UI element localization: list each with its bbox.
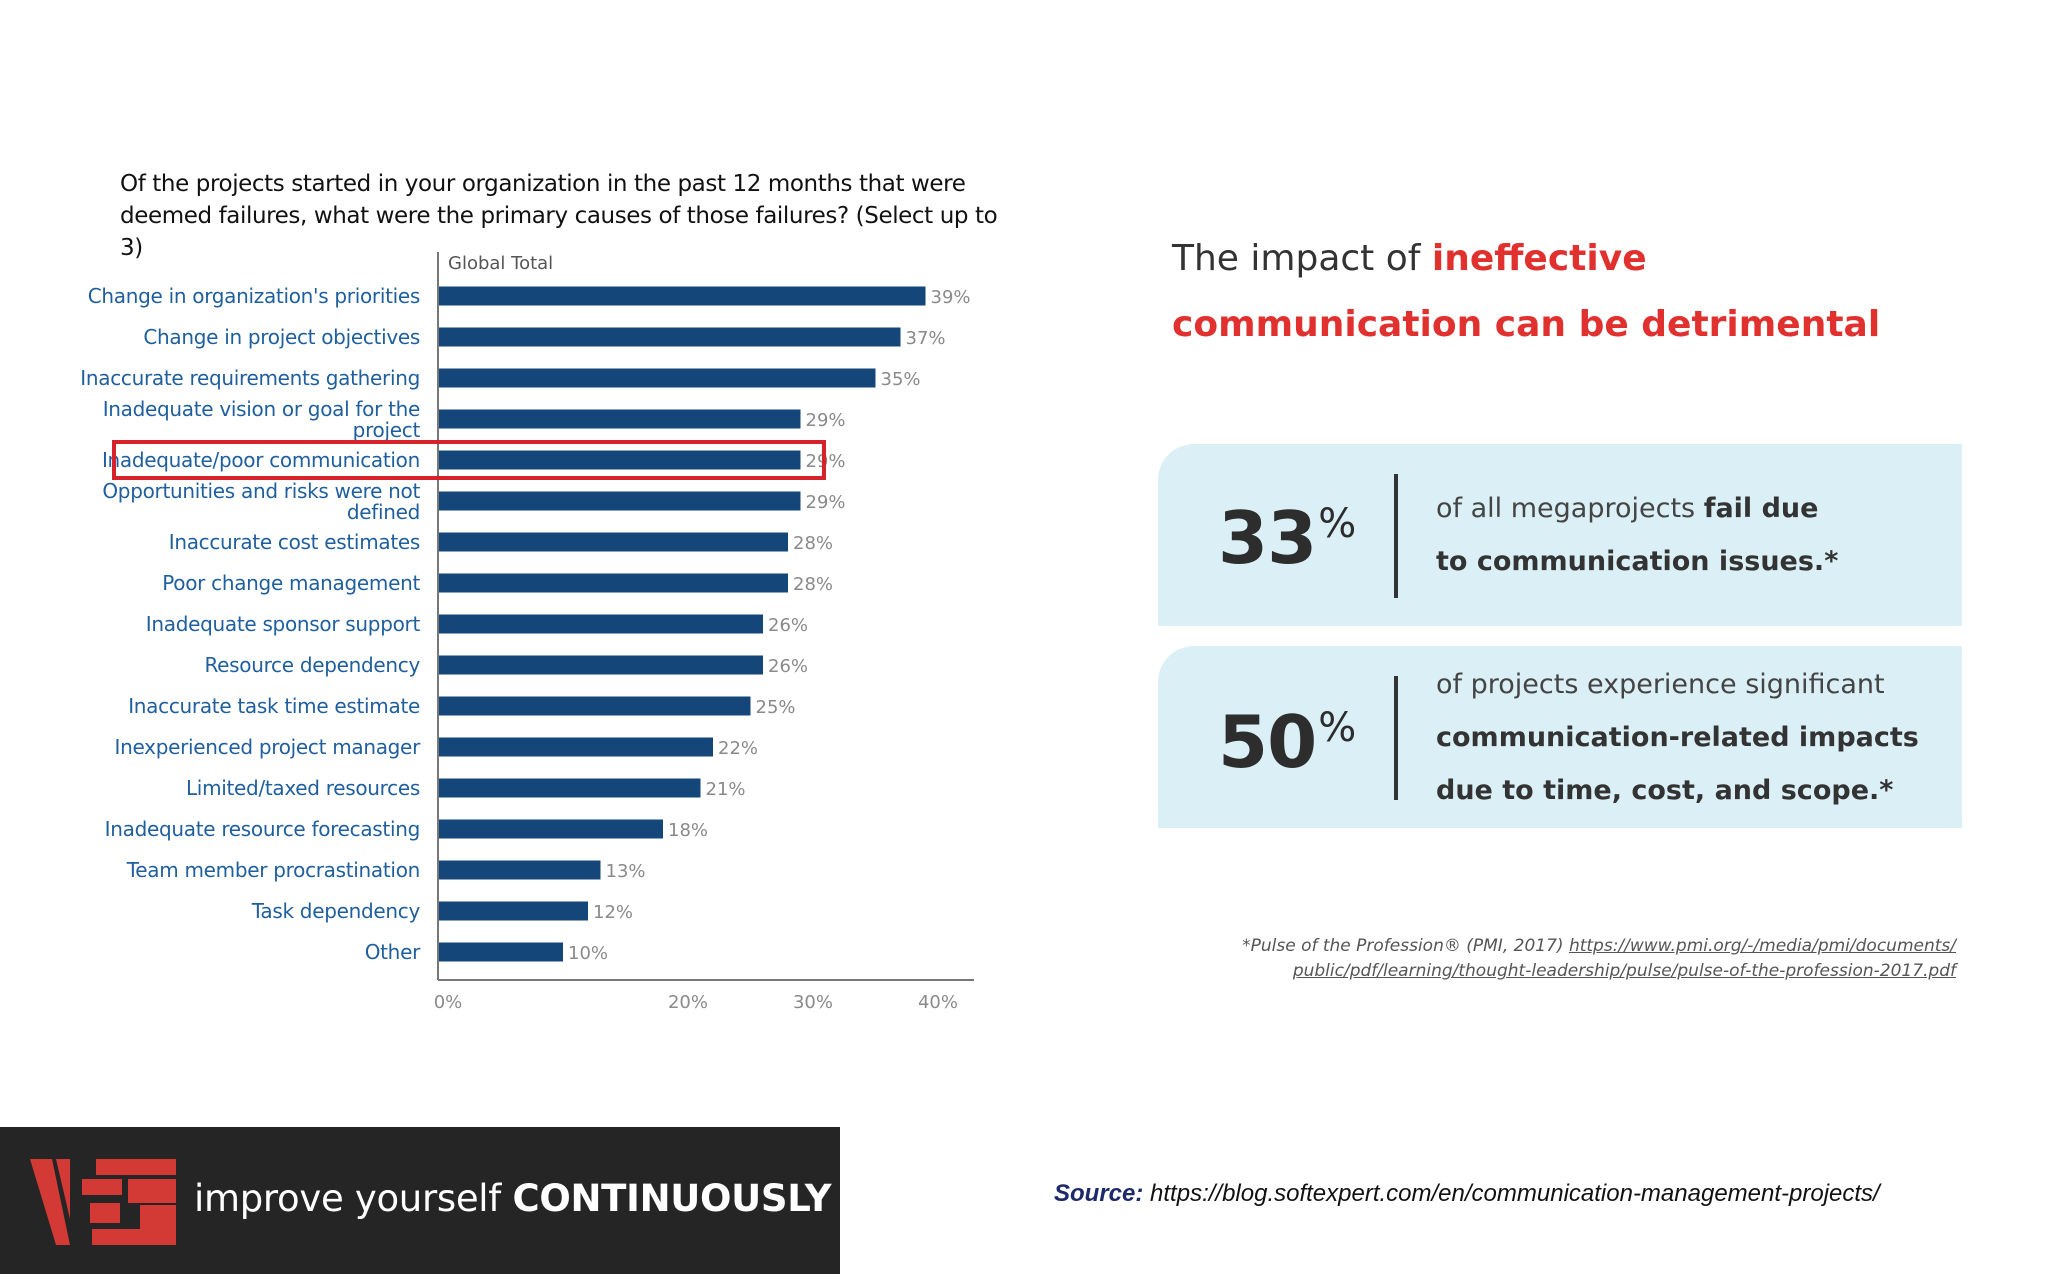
category-label: Other: [365, 940, 421, 964]
bar: [439, 901, 588, 921]
brand-bar: improve yourself CONTINUOUSLY: [0, 1127, 840, 1274]
category-label: Inaccurate cost estimates: [169, 530, 420, 554]
value-label: 26%: [768, 656, 808, 677]
impact-title-prefix: The impact of: [1172, 238, 1432, 279]
stat-divider: [1394, 474, 1398, 598]
category-label: Inaccurate requirements gathering: [80, 366, 420, 390]
value-label: 28%: [793, 533, 833, 554]
category-label: Inadequate/poor communication: [102, 448, 420, 472]
footnote-prefix: *Pulse of the Profession® (PMI, 2017): [1242, 936, 1569, 956]
bar: [439, 778, 701, 798]
category-label: Task dependency: [251, 899, 421, 923]
bar: [439, 942, 563, 962]
stat-number-value: 50: [1218, 700, 1317, 784]
stat-card-megaprojects: 33% of all megaprojects fail due to comm…: [1158, 444, 1962, 626]
highlight-box: [112, 440, 826, 480]
category-label: Poor change management: [162, 571, 420, 595]
category-label: Inadequate resource forecasting: [105, 817, 420, 841]
value-label: 29%: [806, 492, 846, 513]
ies-logo-icon: [30, 1159, 176, 1245]
stat-text: of all megaprojects fail due to communic…: [1436, 482, 1838, 588]
footnote-link[interactable]: https://www.pmi.org/-/media/pmi/document…: [1292, 936, 1956, 981]
x-tick-label: 0%: [434, 992, 463, 1013]
stat-divider: [1394, 676, 1398, 800]
category-label: Team member procrastination: [126, 858, 420, 882]
bar: [439, 696, 751, 716]
category-label: Inexperienced project manager: [115, 735, 422, 759]
stat-text: of projects experience significant commu…: [1436, 658, 1919, 817]
value-label: 25%: [756, 697, 796, 718]
value-label: 13%: [606, 861, 646, 882]
source-label: Source:: [1054, 1180, 1144, 1207]
category-label: Opportunities and risks were not defined: [102, 479, 420, 524]
bar: [439, 573, 788, 593]
bar: [439, 491, 801, 511]
value-label: 35%: [881, 369, 921, 390]
bar: [439, 655, 763, 675]
bar: [439, 737, 713, 757]
stat-line-bold: due to time, cost, and scope.*: [1436, 775, 1894, 806]
category-label: Inadequate vision or goal for the project: [103, 397, 421, 442]
bar: [439, 532, 788, 552]
value-label: 26%: [768, 615, 808, 636]
value-label: 21%: [706, 779, 746, 800]
brand-tagline: improve yourself CONTINUOUSLY: [194, 1177, 832, 1220]
x-tick-label: 20%: [668, 992, 708, 1013]
impact-title-accent-1: ineffective: [1431, 238, 1647, 279]
stat-number-unit: %: [1318, 501, 1356, 547]
impact-title-accent-2: communication can be detrimental: [1172, 304, 1881, 345]
stat-number: 50%: [1218, 700, 1356, 784]
footnote: *Pulse of the Profession® (PMI, 2017) ht…: [1196, 934, 1956, 984]
bar: [439, 368, 876, 388]
bar: [439, 286, 926, 306]
value-label: 12%: [593, 902, 633, 923]
stat-line-plain: of projects experience significant: [1436, 669, 1885, 700]
value-label: 28%: [793, 574, 833, 595]
value-label: 22%: [718, 738, 758, 759]
stat-line-plain: of all megaprojects: [1436, 493, 1704, 524]
category-label: Limited/taxed resources: [186, 776, 420, 800]
value-label: 39%: [931, 287, 971, 308]
bar: [439, 450, 801, 470]
value-label: 37%: [906, 328, 946, 349]
bar: [439, 819, 663, 839]
stat-line-bold: fail due: [1703, 493, 1819, 524]
value-label: 18%: [668, 820, 708, 841]
category-label: Inadequate sponsor support: [146, 612, 421, 636]
x-tick-label: 30%: [793, 992, 833, 1013]
category-label: Change in project objectives: [143, 325, 420, 349]
stat-card-projects: 50% of projects experience significant c…: [1158, 646, 1962, 828]
source-url[interactable]: https://blog.softexpert.com/en/communica…: [1150, 1180, 1880, 1207]
bar: [439, 409, 801, 429]
category-label: Inaccurate task time estimate: [128, 694, 420, 718]
value-label: 10%: [568, 943, 608, 964]
stat-number: 33%: [1218, 496, 1356, 580]
value-label: 29%: [806, 410, 846, 431]
bar: [439, 614, 763, 634]
bar: [439, 327, 901, 347]
stat-number-unit: %: [1318, 705, 1356, 751]
category-label: Change in organization's priorities: [88, 284, 420, 308]
bar-chart: Global Total 0% 20% 30% 40% 39% Change in org…: [80, 252, 974, 1013]
x-tick-label: 40%: [918, 992, 958, 1013]
impact-title: The impact of ineffective communication …: [1172, 226, 1932, 358]
category-label: Resource dependency: [204, 653, 420, 677]
stat-number-value: 33: [1218, 496, 1317, 580]
stat-line-bold: to communication issues.*: [1436, 546, 1839, 577]
series-label: Global Total: [448, 253, 553, 274]
bar: [439, 860, 601, 880]
source-line: Source: https://blog.softexpert.com/en/c…: [1054, 1180, 1880, 1208]
chart-question: Of the projects started in your organiza…: [120, 171, 998, 261]
stat-line-bold: communication-related impacts: [1436, 722, 1919, 753]
